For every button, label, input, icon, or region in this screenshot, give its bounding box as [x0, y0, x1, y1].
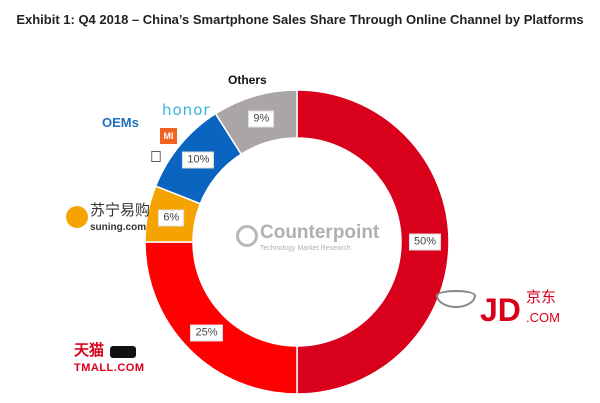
legend-others: Others: [228, 73, 267, 87]
legend-oems: OEMs: [102, 115, 139, 130]
data-label: 25%: [190, 324, 223, 341]
data-label: 9%: [248, 110, 275, 128]
jd-big: JD: [480, 292, 521, 328]
tmall-cat-icon: [110, 346, 136, 358]
suning-lion-icon: [66, 206, 88, 228]
chart-title: Exhibit 1: Q4 2018 – China’s Smartphone …: [16, 12, 584, 27]
watermark-sub: Technology Market Research: [260, 245, 351, 252]
honor-logo: honor: [162, 101, 211, 119]
data-label: 10%: [182, 151, 215, 169]
slice-tmall-com: [144, 241, 298, 395]
tmall-en: TMALL.COM: [74, 362, 145, 374]
jd-dog-icon: [436, 290, 476, 308]
data-label: 50%: [408, 233, 442, 251]
tmall-cn: 天猫: [74, 342, 105, 359]
counterpoint-logo-icon: [236, 225, 258, 247]
slice-jd-com: [296, 89, 450, 395]
mi-logo: MI: [160, 128, 177, 144]
apple-logo-icon: : [150, 150, 162, 166]
suning-en: suning.com: [90, 222, 147, 233]
suning-cn: 苏宁易购: [90, 202, 151, 219]
jd-en: .COM: [526, 310, 560, 325]
jd-cn: 京东: [526, 289, 557, 306]
watermark-name: Counterpoint: [260, 222, 380, 243]
data-label: 6%: [158, 209, 185, 227]
